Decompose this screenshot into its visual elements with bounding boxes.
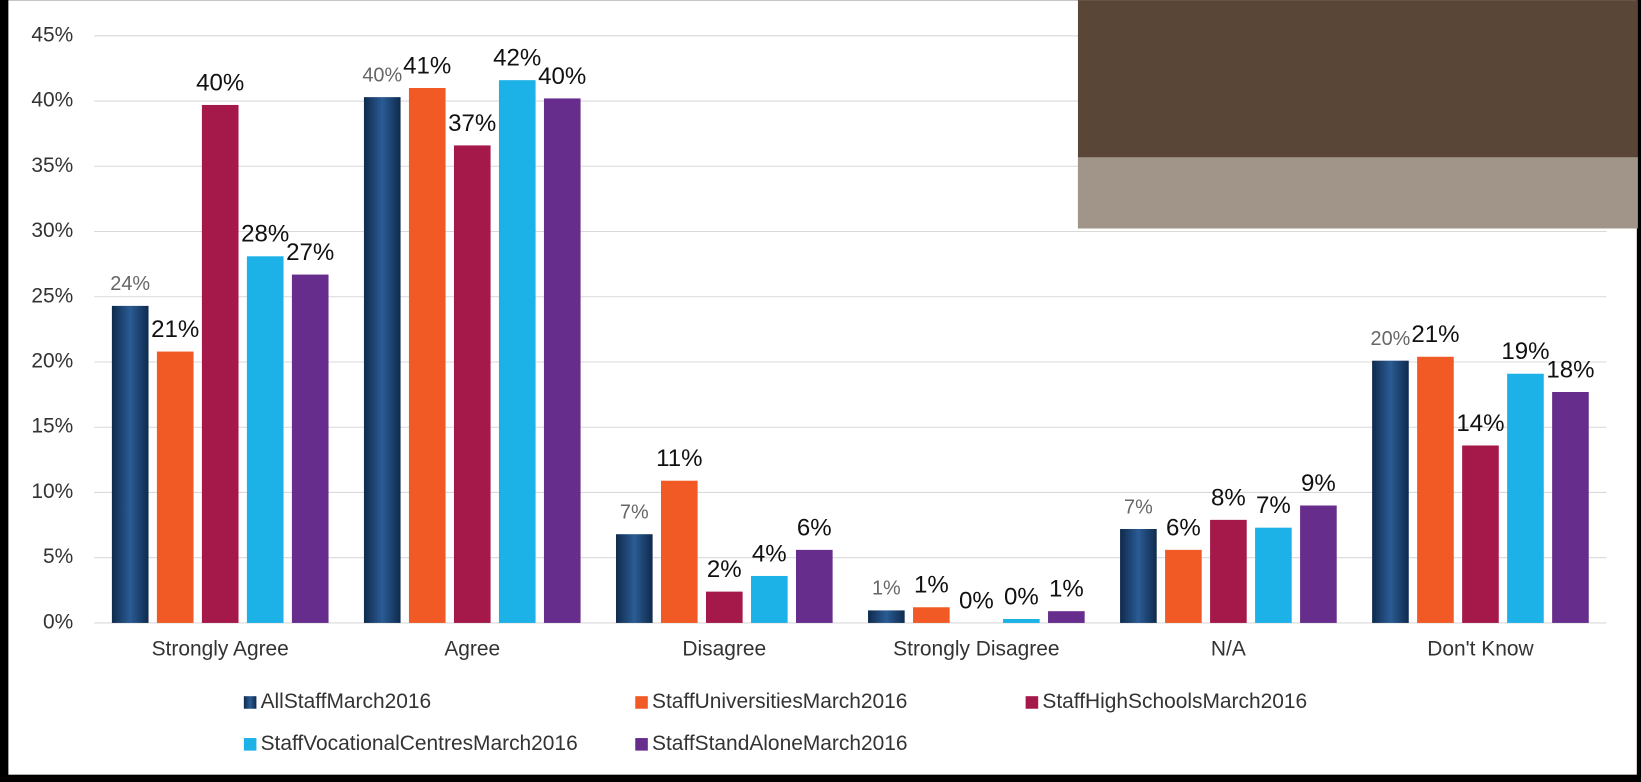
value-label: 7%: [1256, 492, 1291, 519]
value-label: 24%: [110, 273, 150, 295]
value-label: 0%: [1004, 583, 1039, 610]
legend-swatch: [635, 738, 648, 751]
bar: [1120, 528, 1157, 623]
bar: [1300, 505, 1337, 623]
y-tick-label: 30%: [31, 219, 73, 242]
value-label: 14%: [1456, 410, 1504, 437]
value-label: 40%: [196, 69, 244, 96]
bar: [543, 98, 581, 623]
value-label: 0%: [959, 587, 994, 614]
y-tick-label: 45%: [31, 23, 73, 46]
y-tick-label: 40%: [31, 89, 73, 112]
value-label: 6%: [797, 514, 832, 541]
bar: [111, 305, 149, 623]
bar: [795, 549, 833, 623]
value-label: 40%: [362, 64, 402, 86]
bar: [868, 610, 905, 623]
value-label: 28%: [241, 221, 289, 248]
y-tick-label: 5%: [43, 545, 73, 568]
bar: [291, 274, 329, 623]
bar: [201, 104, 239, 623]
bar: [660, 480, 698, 623]
value-label: 9%: [1301, 470, 1336, 497]
value-label: 21%: [151, 316, 199, 343]
y-tick-label: 0%: [43, 610, 73, 633]
bar: [1417, 356, 1454, 623]
value-label: 7%: [1124, 496, 1153, 518]
bar: [1210, 519, 1247, 623]
bar: [1048, 611, 1085, 623]
legend-swatch: [243, 738, 257, 751]
x-tick-label: Agree: [444, 638, 500, 661]
bar: [1003, 619, 1040, 623]
x-tick-label: Disagree: [682, 638, 766, 661]
photo-table: [1077, 157, 1638, 229]
bar: [1507, 373, 1544, 623]
bar: [1372, 360, 1409, 623]
value-label: 40%: [538, 63, 586, 90]
bar: [750, 575, 788, 623]
value-label: 20%: [1371, 328, 1411, 350]
legend-label: StaffHighSchoolsMarch2016: [1042, 690, 1307, 713]
legend-label: StaffVocationalCentresMarch2016: [261, 732, 578, 755]
value-label: 8%: [1211, 484, 1246, 511]
legend-label: StaffUniversitiesMarch2016: [652, 690, 907, 713]
legend-label: AllStaffMarch2016: [261, 690, 432, 713]
value-label: 21%: [1411, 321, 1459, 348]
bar: [1462, 445, 1499, 623]
value-label: 18%: [1546, 356, 1594, 383]
value-label: 1%: [914, 572, 949, 599]
bar: [1165, 549, 1202, 623]
bar: [453, 145, 491, 623]
legend-swatch: [243, 696, 257, 709]
legend-swatch: [1025, 696, 1039, 709]
bar: [1552, 391, 1589, 623]
x-tick-label: N/A: [1211, 638, 1246, 661]
plot: 0% 5% 10% 15% 20% 25% 30% 35% 40% 45% Strongly Agr…: [31, 23, 1607, 755]
value-label: 7%: [620, 502, 649, 524]
value-label: 19%: [1501, 338, 1549, 365]
x-tick-label: Strongly Agree: [152, 638, 289, 661]
bar: [363, 97, 401, 623]
y-tick-label: 20%: [31, 350, 73, 373]
bar: [705, 591, 743, 623]
value-label: 2%: [707, 556, 742, 583]
y-tick-label: 35%: [31, 154, 73, 177]
x-tick-label: Strongly Disagree: [893, 638, 1059, 661]
value-label: 41%: [403, 52, 451, 79]
bar: [498, 80, 536, 623]
value-label: 6%: [1166, 514, 1201, 541]
legend-label: StaffStandAloneMarch2016: [652, 732, 908, 755]
bar: [246, 256, 284, 623]
value-label: 1%: [1049, 576, 1084, 603]
bar: [408, 87, 446, 623]
value-label: 4%: [752, 540, 787, 567]
value-label: 11%: [656, 445, 702, 472]
value-label: 37%: [448, 110, 496, 137]
legend-swatch: [635, 696, 648, 709]
value-label: 27%: [286, 239, 334, 266]
value-label: 42%: [493, 45, 541, 72]
y-tick-label: 15%: [31, 415, 73, 438]
x-tick-label: Don't Know: [1427, 638, 1534, 661]
y-tick-label: 10%: [31, 480, 73, 503]
bar: [913, 607, 950, 623]
value-label: 1%: [872, 578, 901, 600]
y-tick-label: 25%: [31, 284, 73, 307]
bar: [156, 351, 194, 623]
bar: [615, 534, 653, 623]
bar: [1255, 527, 1292, 623]
